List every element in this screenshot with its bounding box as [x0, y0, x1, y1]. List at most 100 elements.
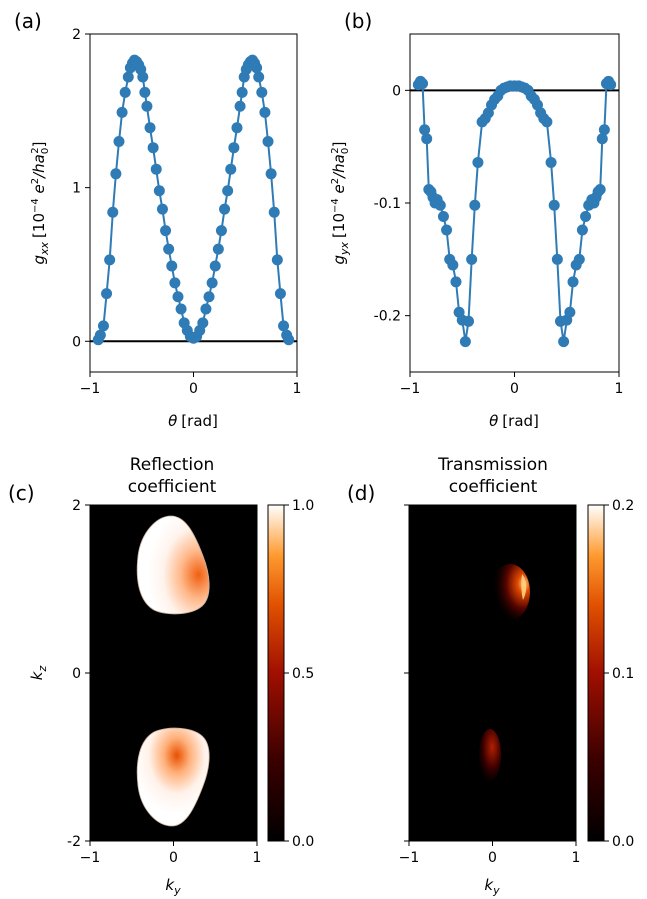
data-point: [558, 336, 570, 348]
data-point: [545, 156, 557, 168]
data-point: [144, 122, 156, 134]
data-point: [459, 336, 471, 348]
colorbar-tick-label: 1.0: [292, 498, 314, 514]
panel-label-c: (c): [8, 481, 35, 505]
data-point: [110, 168, 122, 180]
data-point: [200, 303, 212, 315]
x-tick-label: 0: [169, 850, 178, 866]
y-tick-label: 0: [392, 83, 401, 99]
x-tick-label: −1: [80, 850, 101, 866]
data-point: [441, 224, 453, 236]
data-point: [564, 306, 576, 318]
data-point: [253, 71, 265, 83]
data-point: [236, 86, 248, 98]
y-tick-label: -2: [67, 834, 81, 850]
data-point: [447, 259, 459, 271]
data-point: [209, 260, 221, 272]
panel-b: −1 0 1 0 -0.1 -0.2 θ [rad] gyx[10−4 e2/ha02]: [330, 33, 624, 430]
data-point: [551, 253, 563, 265]
ticks-d: −1 0 1: [399, 504, 581, 866]
colorbar-c: [267, 504, 285, 842]
data-point: [231, 122, 243, 134]
data-point: [212, 243, 224, 255]
data-point: [274, 288, 286, 300]
data-point: [573, 253, 585, 265]
colorbar-tick-label: 0.0: [612, 834, 634, 850]
data-point: [251, 62, 263, 74]
data-point: [265, 168, 277, 180]
y-axis-label-c: kz: [28, 666, 49, 681]
transmission-region-upper: [490, 564, 530, 620]
y-tick-label: 0: [72, 334, 81, 350]
data-point: [262, 136, 274, 148]
title-d-line2: coefficient: [449, 477, 538, 497]
transmission-region-lower: [479, 729, 501, 781]
data-point: [156, 203, 168, 215]
title-d-line1: Transmission: [437, 455, 548, 475]
colorbar-ticks-c: 0.0 0.5 1.0: [284, 498, 314, 850]
data-point: [548, 199, 560, 211]
data-point: [605, 79, 617, 91]
colorbar-tick-label: 0.5: [292, 666, 314, 682]
transmission-hotspot-upper: [521, 574, 527, 600]
data-point: [598, 124, 610, 136]
data-point: [256, 86, 268, 98]
colorbar-tick-label: 0.2: [612, 498, 634, 514]
data-point: [119, 86, 131, 98]
data-point: [94, 329, 106, 341]
data-point: [150, 163, 162, 175]
data-point: [234, 100, 246, 112]
data-point: [215, 225, 227, 237]
data-point: [417, 78, 429, 90]
data-point: [594, 183, 606, 195]
data-point: [596, 133, 608, 145]
plot-area-b: [410, 75, 619, 348]
data-point: [271, 254, 283, 266]
data-point: [469, 199, 481, 211]
colorbar-tick-label: 0.0: [292, 834, 314, 850]
colorbar-ticks-d: 0.0 0.1 0.2: [604, 498, 634, 850]
heatmap-background-d: [409, 505, 576, 841]
series-line: [417, 79, 612, 342]
data-point: [137, 71, 149, 83]
data-point: [259, 106, 271, 118]
data-point: [466, 253, 478, 265]
data-point: [576, 224, 588, 236]
data-point: [116, 106, 128, 118]
x-tick-label: 0: [488, 850, 497, 866]
data-point: [541, 116, 553, 128]
x-axis-label-a: θ [rad]: [168, 412, 218, 430]
data-point: [175, 303, 187, 315]
data-point: [580, 211, 592, 223]
reflection-region-lower: [136, 727, 210, 827]
data-point: [113, 136, 125, 148]
colorbar-tick-label: 0.1: [612, 666, 634, 682]
x-tick-label: 0: [510, 381, 519, 397]
data-point: [222, 185, 234, 197]
data-point: [278, 320, 290, 332]
data-point: [104, 254, 116, 266]
series-line: [97, 58, 290, 341]
data-point: [437, 211, 449, 223]
panel-c: Reflection coefficient −1 0 1 -2 0 2 0.0 0.5 1.…: [28, 455, 314, 897]
panel-label-d: (d): [347, 481, 375, 505]
data-point: [147, 142, 159, 154]
data-point: [107, 206, 119, 218]
x-tick-label: 1: [615, 381, 624, 397]
title-c-line2: coefficient: [128, 477, 217, 497]
x-tick-label: 1: [253, 850, 262, 866]
data-point: [225, 163, 237, 175]
ticks-b: −1 0 1 0 -0.1 -0.2: [374, 83, 624, 397]
data-point: [228, 142, 240, 154]
data-point: [101, 288, 113, 300]
x-tick-label: 1: [572, 850, 581, 866]
plot-area-a: [90, 54, 297, 346]
ticks-c: −1 0 1 -2 0 2: [67, 498, 261, 866]
data-point: [268, 206, 280, 218]
data-point: [153, 185, 165, 197]
colorbar-d: [587, 504, 605, 842]
data-point: [219, 203, 231, 215]
data-point: [172, 291, 184, 303]
y-tick-label: 2: [72, 498, 81, 514]
